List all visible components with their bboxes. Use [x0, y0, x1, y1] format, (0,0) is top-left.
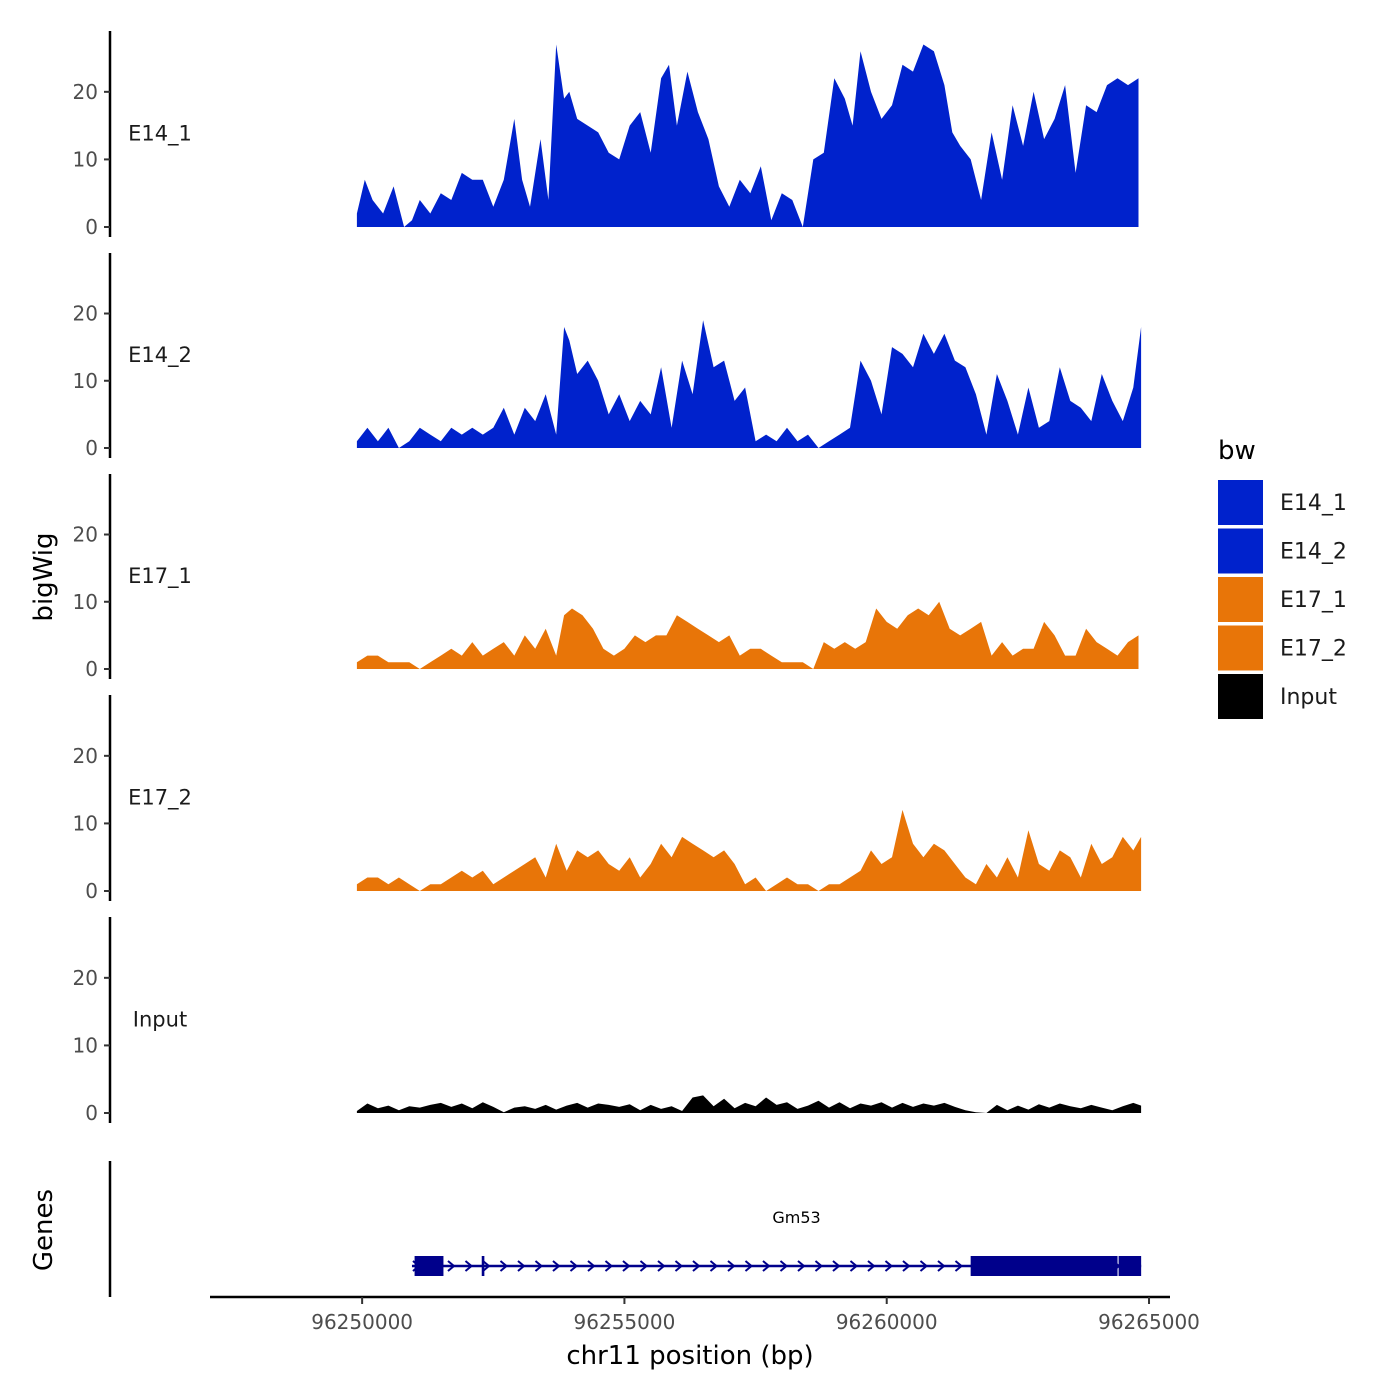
x-tick-label: 96255000	[574, 1310, 676, 1334]
x-tick-label: 96265000	[1098, 1310, 1200, 1334]
y-tick-label: 0	[85, 657, 98, 681]
strand-arrow	[884, 1260, 894, 1272]
y-tick-label: 20	[73, 966, 98, 990]
strand-arrow	[814, 1260, 824, 1272]
strand-arrow	[534, 1260, 544, 1272]
strand-arrow	[587, 1260, 596, 1272]
y-tick-label: 20	[73, 744, 98, 768]
genes-axis-title: Genes	[29, 1189, 59, 1271]
legend-entries: E14_1 E14_2 E17_1 E17_2 Input	[1218, 480, 1347, 719]
strand-arrow	[902, 1260, 911, 1272]
strand-arrow	[692, 1260, 701, 1272]
strand-arrow	[779, 1260, 789, 1272]
strand-arrow	[482, 1260, 491, 1272]
track-e17-1: 0 10 20 E17_1	[73, 474, 1139, 681]
track-e14-2: 0 10 20 E14_2	[73, 253, 1142, 460]
gene-exon	[481, 1256, 485, 1276]
legend-entry-e17-1: E17_1	[1218, 577, 1347, 622]
track-e14-1: 0 10 20 E14_1	[73, 31, 1139, 239]
strand-arrow	[499, 1260, 509, 1272]
track-e17-2: 0 10 20 E17_2	[73, 695, 1142, 903]
track-label: E14_2	[128, 343, 192, 368]
strand-arrow	[517, 1260, 526, 1272]
gene-exon	[1118, 1256, 1142, 1276]
legend-title: bw	[1218, 436, 1256, 466]
legend-swatch	[1218, 480, 1263, 525]
y-tick-label: 10	[73, 1033, 98, 1057]
gene-exon	[414, 1256, 444, 1276]
legend-swatch	[1218, 577, 1263, 622]
track-label: Input	[133, 1007, 187, 1031]
y-tick-label: 10	[73, 369, 98, 393]
strand-arrow	[657, 1260, 666, 1272]
x-tick-label: 96260000	[836, 1310, 938, 1334]
strand-arrow	[622, 1260, 631, 1272]
y-tick-label: 20	[73, 523, 98, 547]
y-tick-label: 0	[85, 436, 98, 460]
y-tick-label: 0	[85, 879, 98, 903]
legend-label: Input	[1280, 685, 1337, 710]
strand-arrow	[464, 1260, 474, 1272]
x-axis: 96250000 96255000 96260000 96265000	[210, 1295, 1200, 1334]
strand-arrow	[604, 1260, 614, 1272]
track-label: E14_1	[128, 121, 192, 146]
y-tick-label: 10	[73, 811, 98, 835]
strand-arrow	[849, 1260, 859, 1272]
strand-arrow	[919, 1260, 929, 1272]
coverage-area	[356, 320, 1142, 448]
track-label: E17_2	[128, 785, 192, 810]
track-input: 0 10 20 Input	[73, 917, 1142, 1125]
legend-swatch	[1218, 528, 1263, 574]
strand-arrow	[727, 1260, 736, 1272]
strand-arrow	[674, 1260, 684, 1272]
gene-exon	[970, 1256, 1118, 1276]
y-tick-label: 10	[73, 590, 98, 614]
legend: bw E14_1 E14_2 E17_1 E17_2 Input	[1218, 436, 1347, 719]
legend-entry-e14-1: E14_1	[1218, 480, 1347, 525]
coverage-area	[356, 809, 1142, 891]
y-tick-label: 0	[85, 1101, 98, 1125]
strand-arrow	[639, 1260, 649, 1272]
strand-arrow	[762, 1260, 771, 1272]
strand-arrow	[709, 1260, 719, 1272]
legend-entry-e17-2: E17_2	[1218, 625, 1347, 671]
y-tick-label: 20	[73, 302, 98, 326]
coverage-tracks: 0 10 20 E14_1 0 10 20 E14_2 0 10 20 E17_1 0 10 20 E17_2…	[73, 31, 1142, 1125]
strand-arrow	[867, 1260, 876, 1272]
x-tick-label: 96250000	[311, 1310, 413, 1334]
gene-label: Gm53	[772, 1208, 820, 1227]
strand-arrow	[552, 1260, 561, 1272]
coverage-area	[356, 601, 1139, 669]
x-axis-title: chr11 position (bp)	[566, 1341, 813, 1371]
strand-arrow	[797, 1260, 806, 1272]
legend-label: E14_1	[1280, 491, 1347, 516]
strand-arrow	[447, 1260, 456, 1272]
y-tick-label: 20	[73, 80, 98, 104]
legend-swatch	[1218, 674, 1263, 719]
legend-swatch	[1218, 625, 1263, 671]
genes-panel: Gm53	[108, 1161, 1142, 1297]
strand-arrow	[954, 1260, 964, 1272]
strand-arrow	[937, 1260, 946, 1272]
track-label: E17_1	[128, 564, 192, 589]
legend-label: E17_2	[1280, 637, 1347, 662]
coverage-area	[356, 1095, 1142, 1113]
strand-arrow	[832, 1260, 841, 1272]
strand-arrow	[744, 1260, 754, 1272]
legend-entry-input: Input	[1218, 674, 1337, 719]
strand-arrow	[569, 1260, 579, 1272]
y-tick-label: 0	[85, 215, 98, 239]
y-axis-title: bigWig	[29, 532, 59, 621]
legend-label: E17_1	[1280, 588, 1347, 613]
coverage-area	[356, 44, 1139, 227]
legend-entry-e14-2: E14_2	[1218, 528, 1347, 574]
y-tick-label: 10	[73, 147, 98, 171]
legend-label: E14_2	[1280, 540, 1347, 565]
gene-gm53: Gm53	[411, 1208, 1142, 1276]
